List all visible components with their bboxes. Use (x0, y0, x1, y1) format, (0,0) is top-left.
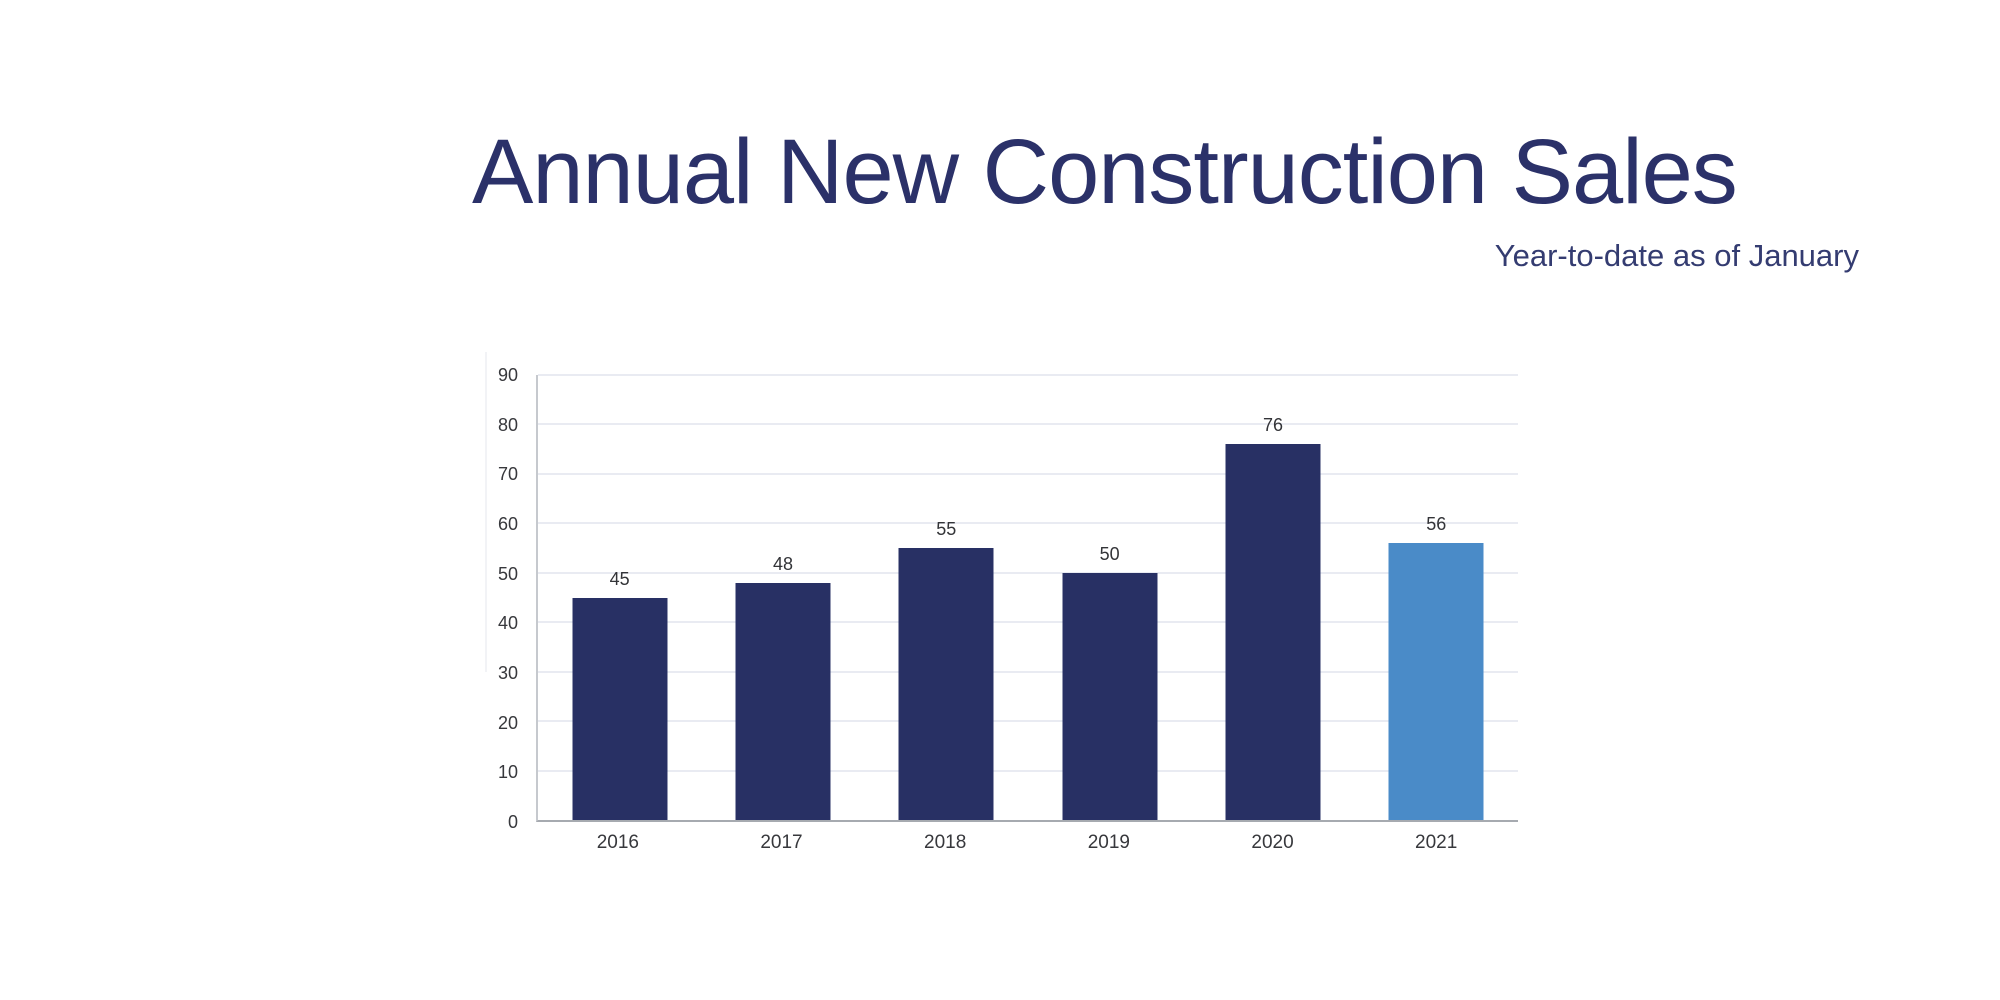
y-tick-label-50: 50 (497, 563, 518, 584)
gridline-20 (538, 720, 1518, 723)
x-axis-label-2017: 2017 (760, 832, 803, 853)
gridline-50 (538, 571, 1518, 574)
plot-area: 45 48 55 50 76 56 (536, 374, 1518, 822)
value-label-2017: 48 (772, 553, 793, 574)
x-axis-label-2021: 2021 (1415, 832, 1458, 853)
gridline-40 (538, 621, 1518, 624)
x-axis-label-2020: 2020 (1251, 832, 1294, 853)
bar-series: 45 48 55 50 76 56 (538, 375, 1518, 820)
value-label-2020: 76 (1262, 415, 1283, 436)
bar-2017 (735, 582, 831, 820)
bar-2020 (1225, 444, 1321, 820)
bar-2019 (1062, 572, 1158, 820)
bar-column-2016: 45 (538, 375, 701, 820)
y-tick-label-70: 70 (497, 464, 518, 485)
gridline-60 (538, 522, 1518, 525)
bar-column-2017: 48 (701, 375, 864, 820)
value-label-2016: 45 (609, 568, 630, 589)
gridline-30 (538, 670, 1518, 673)
chart-subtitle: Year-to-date as of January (1494, 238, 1859, 273)
y-tick-label-30: 30 (497, 663, 518, 684)
y-axis-tick-labels: 0 10 20 30 40 50 60 70 80 90 (420, 366, 518, 831)
bar-column-2020: 76 (1191, 375, 1354, 820)
gridline-70 (538, 472, 1518, 475)
value-label-2021: 56 (1426, 514, 1447, 535)
bar-column-2021: 56 (1355, 375, 1518, 820)
x-axis-label-2019: 2019 (1087, 832, 1130, 853)
gridline-10 (538, 769, 1518, 772)
bar-column-2018: 55 (865, 375, 1028, 820)
bar-2021 (1388, 543, 1484, 820)
value-label-2018: 55 (936, 519, 957, 540)
gridline-80 (538, 423, 1518, 426)
value-label-2019: 50 (1099, 543, 1120, 564)
y-tick-label-20: 20 (497, 712, 518, 733)
y-tick-label-40: 40 (497, 613, 518, 634)
y-tick-label-80: 80 (497, 414, 518, 435)
x-axis-label-2016: 2016 (596, 832, 639, 853)
bar-2018 (898, 548, 994, 820)
chart-panel-edge (485, 352, 487, 672)
y-tick-label-60: 60 (497, 514, 518, 535)
x-axis-label-2018: 2018 (924, 832, 967, 853)
y-tick-label-10: 10 (497, 762, 518, 783)
bar-column-2019: 50 (1028, 375, 1191, 820)
gridline-90 (538, 374, 1518, 376)
bar-2016 (572, 597, 668, 820)
y-tick-label-0: 0 (507, 812, 518, 832)
chart-title: Annual New Construction Sales (472, 121, 1738, 223)
x-axis-labels: 2016 2017 2018 2019 2020 2021 (536, 832, 1518, 854)
y-tick-label-90: 90 (497, 365, 518, 385)
